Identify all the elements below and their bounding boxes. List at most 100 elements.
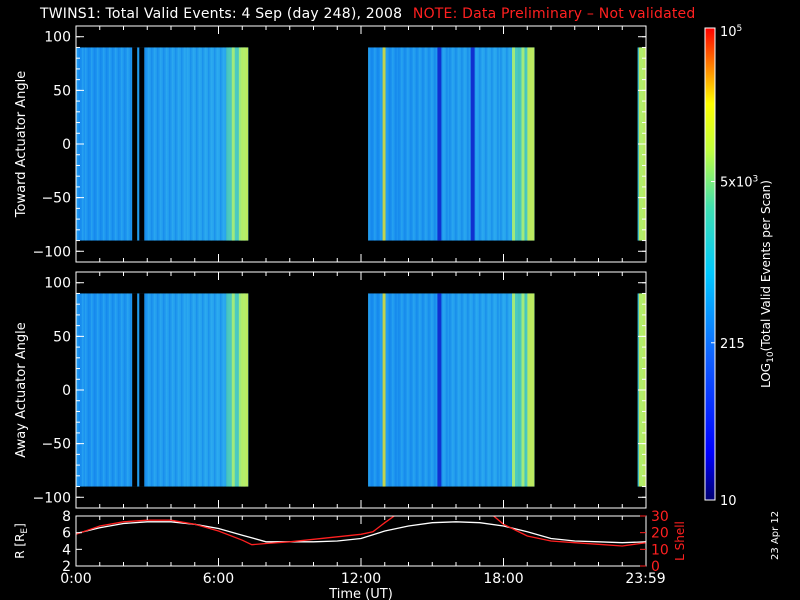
r-line	[76, 521, 646, 544]
heatmap-texture	[109, 293, 111, 487]
heatmap-texture	[220, 47, 222, 241]
heatmap-texture	[175, 47, 177, 241]
heatmap-texture	[121, 293, 123, 487]
heatmap-texture	[497, 293, 499, 487]
heatmap-texture	[410, 47, 412, 241]
heatmap-texture	[193, 47, 195, 241]
heatmap-texture	[178, 293, 180, 487]
heatmap-texture	[434, 293, 436, 487]
heatmap-texture	[395, 47, 397, 241]
heatmap-texture	[91, 293, 93, 487]
colorbar-tick-label: 215	[720, 337, 745, 352]
heatmap-texture	[196, 293, 198, 487]
heatmap-texture	[410, 293, 412, 487]
heatmap-texture	[371, 47, 373, 241]
heatmap-texture	[169, 293, 171, 487]
heatmap-texture	[169, 47, 171, 241]
heatmap-texture	[187, 47, 189, 241]
heatmap-texture	[497, 47, 499, 241]
heatmap-texture	[455, 293, 457, 487]
heatmap-dark-stripe	[139, 47, 145, 241]
heatmap-texture	[371, 293, 373, 487]
heatmap-texture	[127, 47, 129, 241]
x-tick-label: 18:00	[483, 571, 523, 587]
heatmap-texture	[205, 47, 207, 241]
x-tick-label: 6:00	[203, 571, 234, 587]
x-tick-label: 23:59	[625, 571, 665, 587]
colorbar-frame	[704, 27, 716, 501]
y-axis-label-right: L Shell	[673, 521, 687, 561]
heatmap-texture	[374, 47, 376, 241]
y-tick-label: −100	[33, 490, 71, 506]
heatmap-texture	[464, 47, 466, 241]
heatmap-texture	[380, 47, 382, 241]
x-tick-label: 12:00	[341, 571, 381, 587]
heatmap-texture	[112, 47, 114, 241]
heatmap-texture	[503, 47, 505, 241]
title-main: TWINS1: Total Valid Events: 4 Sep (day 2…	[40, 6, 403, 22]
heatmap-texture	[160, 47, 162, 241]
heatmap-texture	[106, 47, 108, 241]
heatmap-texture	[103, 47, 105, 241]
heatmap-texture	[202, 47, 204, 241]
heatmap-texture	[467, 47, 469, 241]
y-tick-label: −50	[41, 191, 71, 207]
heatmap-texture	[461, 293, 463, 487]
heatmap-bright-stripe	[512, 293, 515, 487]
heatmap-texture	[506, 47, 508, 241]
heatmap-texture	[389, 293, 391, 487]
heatmap-texture	[94, 293, 96, 487]
heatmap-dark-stripe	[437, 47, 442, 241]
heatmap-texture	[449, 293, 451, 487]
colorbar-tick-label: 105	[720, 24, 742, 40]
heatmap-texture	[425, 293, 427, 487]
heatmap-texture	[488, 47, 490, 241]
heatmap-texture	[202, 293, 204, 487]
heatmap-texture	[467, 293, 469, 487]
heatmap-texture	[416, 47, 418, 241]
heatmap-texture	[115, 293, 117, 487]
heatmap-texture	[217, 293, 219, 487]
heatmap-texture	[500, 47, 502, 241]
heatmap-texture	[494, 293, 496, 487]
heatmap-texture	[91, 47, 93, 241]
y-tick-label-left: 4	[62, 542, 71, 558]
heatmap-texture	[482, 47, 484, 241]
heatmap-texture	[100, 47, 102, 241]
heatmap-texture	[479, 293, 481, 487]
heatmap-texture	[404, 293, 406, 487]
heatmap-texture	[190, 293, 192, 487]
heatmap-texture	[485, 293, 487, 487]
y-tick-label: 100	[44, 276, 71, 292]
heatmap-texture	[494, 47, 496, 241]
heatmap-texture	[401, 47, 403, 241]
heatmap-texture	[157, 293, 159, 487]
heatmap-texture	[85, 47, 87, 241]
y-tick-label: 50	[53, 329, 71, 345]
heatmap-texture	[425, 47, 427, 241]
heatmap-texture	[214, 47, 216, 241]
heatmap-dark-stripe	[139, 293, 145, 487]
heatmap-dark-stripe	[132, 47, 138, 241]
heatmap-segment	[368, 293, 535, 487]
heatmap-texture	[145, 293, 147, 487]
heatmap-texture	[181, 293, 183, 487]
heatmap-texture	[431, 293, 433, 487]
heatmap-texture	[154, 293, 156, 487]
heatmap-texture	[407, 47, 409, 241]
heatmap-texture	[458, 293, 460, 487]
heatmap-texture	[452, 47, 454, 241]
heatmap-segment	[76, 293, 249, 487]
heatmap-dark-stripe	[437, 293, 442, 487]
heatmap-texture	[94, 47, 96, 241]
y-tick-label-right: 10	[651, 542, 669, 558]
title-note: NOTE: Data Preliminary – Not validated	[412, 6, 696, 22]
heatmap-texture	[491, 47, 493, 241]
heatmap-texture	[88, 293, 90, 487]
heatmap-texture	[434, 47, 436, 241]
heatmap-texture	[377, 293, 379, 487]
l-shell-line	[76, 516, 646, 547]
heatmap-texture	[166, 293, 168, 487]
heatmap-texture	[464, 293, 466, 487]
